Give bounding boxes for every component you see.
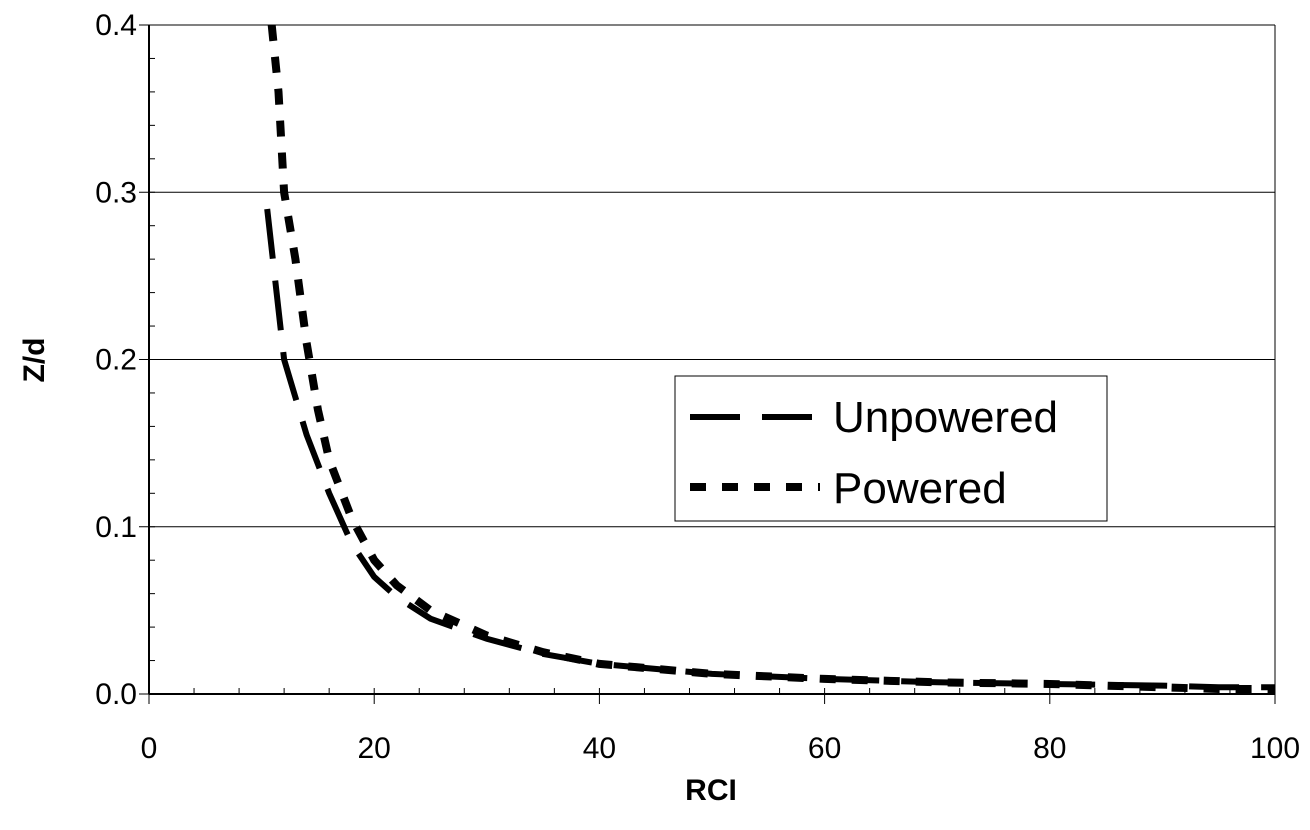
legend-label-unpowered: Unpowered xyxy=(833,393,1058,442)
y-axis-title: Z/d xyxy=(18,338,51,383)
x-tick-label-2: 40 xyxy=(583,732,616,765)
y-tick-label-4: 0.4 xyxy=(95,9,137,42)
plot-series xyxy=(264,24,1275,693)
y-tick-label-1: 0.1 xyxy=(95,511,137,544)
x-tick-label-3: 60 xyxy=(808,732,841,765)
x-tick-label-1: 20 xyxy=(358,732,391,765)
x-tick-label-0: 0 xyxy=(141,732,158,765)
series-line-powered xyxy=(267,24,1275,693)
legend-box xyxy=(674,375,1108,522)
legend-label-powered: Powered xyxy=(833,464,1007,513)
y-tick-label-0: 0.0 xyxy=(95,678,137,711)
y-tick-label-2: 0.2 xyxy=(95,344,137,377)
x-axis-title: RCI xyxy=(685,774,737,807)
y-tick-label-3: 0.3 xyxy=(95,176,137,209)
tick-labels: 0.0 0.1 0.2 0.3 0.4 0 20 40 60 80 100 xyxy=(95,9,1300,765)
x-tick-label-5: 100 xyxy=(1250,732,1300,765)
x-tick-label-4: 80 xyxy=(1033,732,1066,765)
grid-lines xyxy=(149,191,1275,528)
legend: Unpowered Powered xyxy=(674,375,1108,522)
axes xyxy=(139,24,1276,704)
